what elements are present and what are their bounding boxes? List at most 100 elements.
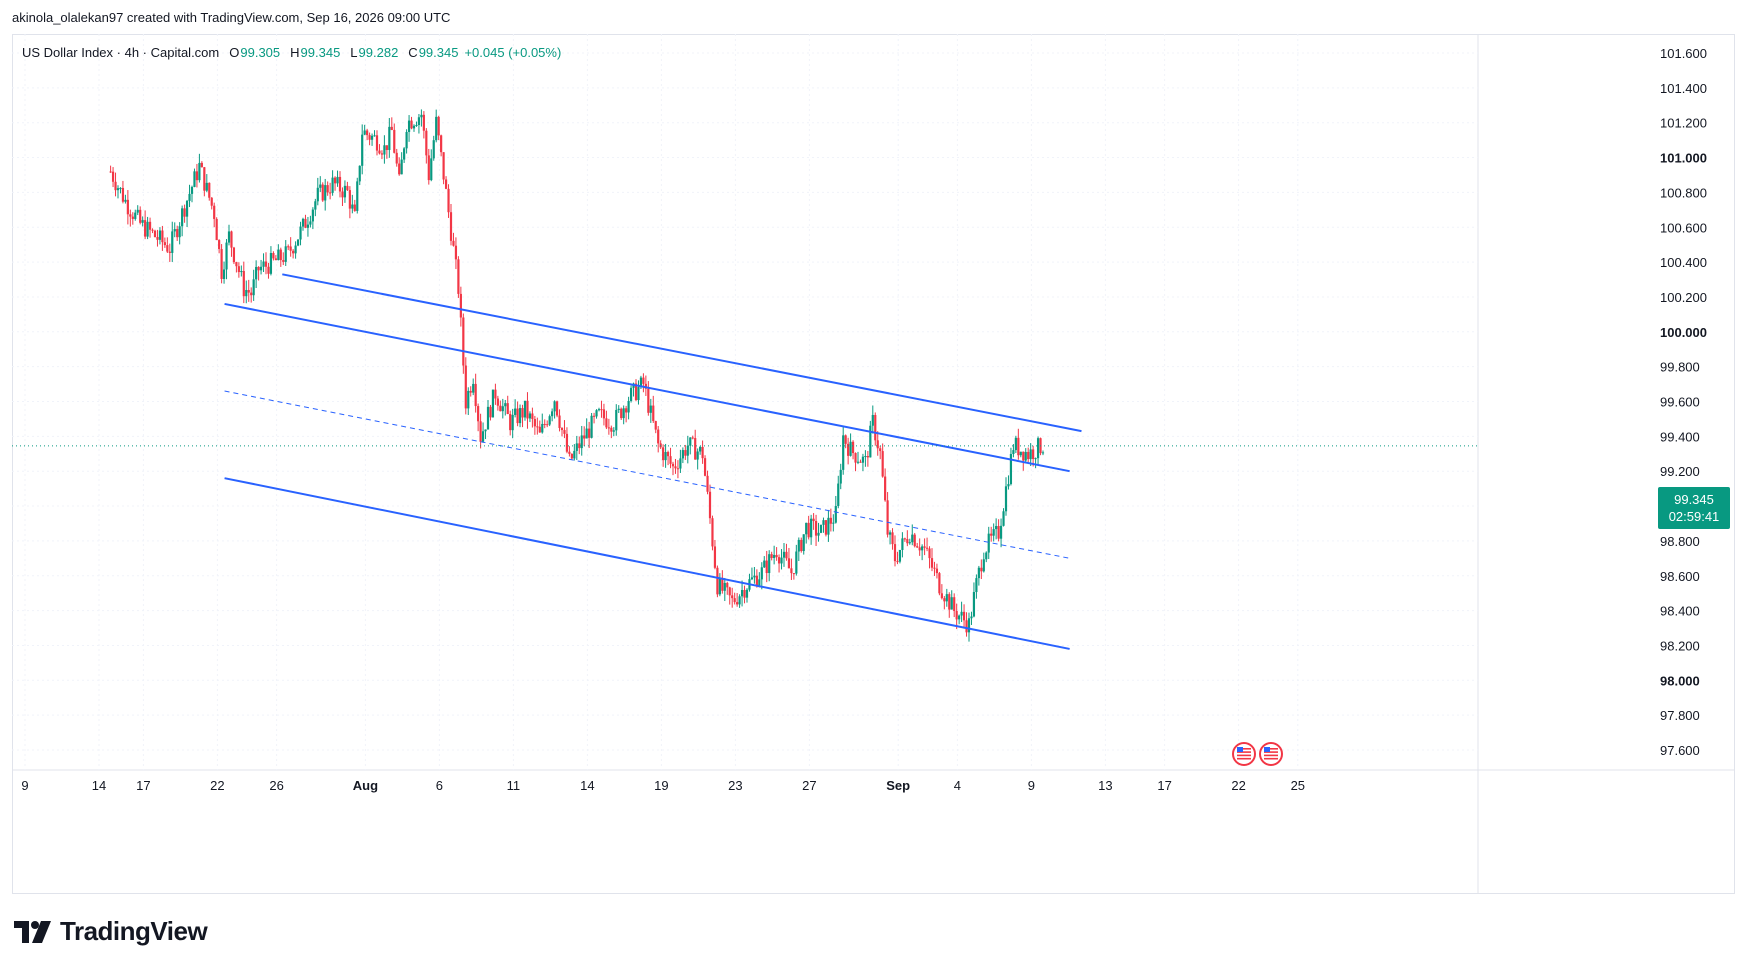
candle-body — [272, 253, 275, 259]
candle-body — [575, 443, 578, 451]
candle-body — [116, 188, 120, 191]
candle-body — [277, 249, 280, 261]
channel-lines[interactable] — [224, 273, 1082, 650]
candle-body — [923, 546, 926, 548]
candle-body — [166, 245, 169, 252]
us-flag-event-icon[interactable] — [1232, 742, 1256, 766]
candle-body — [464, 365, 467, 409]
candle-body — [975, 578, 978, 593]
candle-body — [839, 469, 842, 484]
candle-body — [370, 135, 374, 140]
candle-body — [306, 224, 310, 228]
candle-body — [131, 216, 134, 219]
candle-body — [541, 423, 544, 433]
x-tick-label: 17 — [1157, 778, 1171, 793]
candle-body — [200, 162, 203, 168]
candle-body — [518, 408, 522, 424]
candle-body — [822, 520, 825, 525]
candle-body — [597, 409, 601, 411]
candle-body — [178, 226, 181, 238]
candle-body — [222, 269, 226, 279]
candle-body — [795, 551, 798, 574]
x-tick-label: 9 — [21, 778, 28, 793]
candle-body — [898, 549, 902, 562]
candle-body — [1041, 452, 1045, 454]
economic-events[interactable] — [1232, 742, 1283, 766]
candle-body — [227, 231, 231, 243]
candle-body — [321, 184, 324, 201]
candle-body — [785, 551, 788, 559]
candle-body — [395, 152, 398, 164]
candle-body — [755, 575, 758, 587]
candle-body — [158, 230, 162, 240]
candle-body — [333, 177, 337, 184]
y-tick-label: 100.400 — [1660, 255, 1707, 270]
candle-body — [432, 140, 435, 159]
candle-body — [114, 181, 117, 191]
candle-body — [437, 116, 440, 136]
candle-body — [935, 568, 939, 574]
candle-body — [708, 491, 712, 519]
candle-body — [486, 406, 490, 430]
candle-body — [506, 403, 509, 415]
candle-body — [168, 251, 171, 253]
candle-body — [775, 554, 778, 558]
candle-body — [940, 593, 943, 599]
y-tick-label: 98.400 — [1660, 604, 1700, 619]
candle-body — [723, 582, 726, 591]
candle-body — [1014, 437, 1017, 451]
candle-body — [489, 406, 492, 418]
candle-body — [817, 532, 820, 536]
legend-symbol[interactable]: US Dollar Index · 4h · Capital.com — [22, 45, 220, 60]
candle-body — [948, 594, 951, 610]
candle-body — [188, 193, 191, 201]
channel-line[interactable] — [224, 302, 1070, 473]
candle-body — [726, 582, 729, 588]
candle-body — [585, 428, 588, 439]
candle-body — [363, 130, 366, 135]
candle-body — [153, 230, 157, 238]
candle-body — [699, 446, 702, 452]
candle-body — [410, 120, 413, 129]
candle-body — [679, 458, 682, 469]
candle-body — [583, 435, 586, 439]
candle-body — [440, 135, 443, 153]
candle-body — [837, 483, 840, 506]
candle-body — [467, 390, 470, 409]
candle-body — [528, 413, 532, 419]
candle-body — [928, 548, 931, 559]
candle-body — [627, 401, 630, 413]
candle-body — [368, 135, 371, 140]
last-price-value: 99.345 — [1674, 492, 1714, 507]
candle-body — [427, 155, 430, 181]
candle-body — [499, 405, 502, 412]
candle-body — [563, 430, 566, 434]
candle-body — [378, 150, 381, 154]
us-flag-event-icon[interactable] — [1259, 742, 1283, 766]
channel-line[interactable] — [224, 477, 1070, 650]
candle-body — [842, 435, 845, 470]
candle-body — [610, 427, 613, 432]
candle-body — [501, 406, 504, 412]
candle-body — [891, 532, 894, 545]
time-axis[interactable]: 9 14 17 22 26 Aug 6 11 14 19 23 27 Sep 4 9 13 17 22 25 — [21, 778, 1305, 793]
candle-body — [773, 554, 776, 559]
candle-body — [215, 218, 218, 241]
candle-body — [232, 247, 236, 263]
candle-body — [269, 253, 273, 274]
candle-body — [516, 408, 519, 424]
price-axis[interactable]: 101.600 101.400 101.200 101.000 100.800 100.6… — [1660, 46, 1707, 758]
y-tick-label: 97.600 — [1660, 743, 1700, 758]
candle-body — [768, 554, 771, 574]
candle-body — [366, 130, 369, 136]
candle-body — [250, 292, 253, 296]
candle-body — [925, 547, 929, 549]
candle-body — [533, 419, 536, 427]
channel-line[interactable] — [282, 273, 1082, 433]
candle-body — [854, 453, 857, 463]
tradingview-logo[interactable]: TradingView — [14, 916, 208, 947]
candle-body — [657, 429, 660, 444]
candle-body — [190, 186, 194, 194]
channel-line[interactable] — [224, 390, 1070, 559]
